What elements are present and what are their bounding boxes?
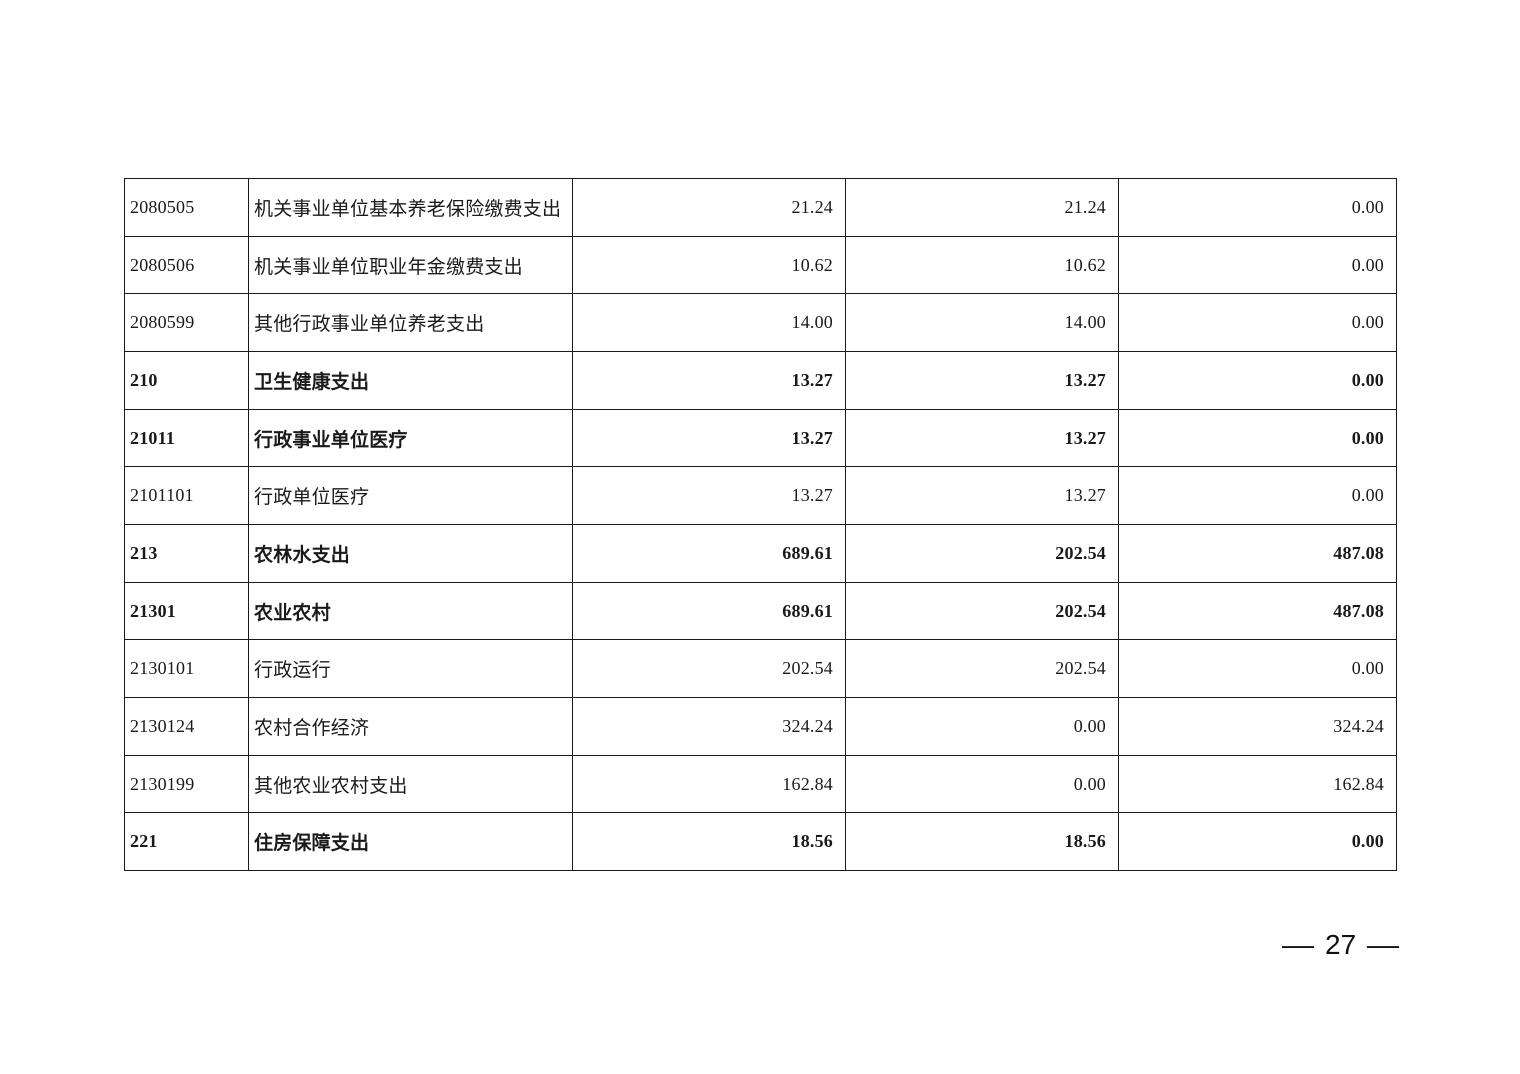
name-cell: 住房保障支出 xyxy=(249,813,573,871)
value-cell: 13.27 xyxy=(846,467,1119,525)
name-cell: 其他行政事业单位养老支出 xyxy=(249,294,573,352)
code-cell: 2130199 xyxy=(125,755,249,813)
value-cell: 689.61 xyxy=(573,582,846,640)
table-row: 2101101 行政单位医疗 13.27 13.27 0.00 xyxy=(125,467,1396,526)
value-cell: 0.00 xyxy=(1351,831,1384,852)
code-cell: 2080599 xyxy=(125,294,249,352)
value-cell: 0.00 xyxy=(846,755,1119,813)
name-cell: 行政单位医疗 xyxy=(249,467,573,525)
value-cell: 0.00 xyxy=(1351,369,1384,390)
code-cell: 2080506 xyxy=(125,236,249,294)
value-cell: 13.27 xyxy=(846,409,1119,467)
value-cell: 0.00 xyxy=(1351,254,1384,275)
value-cell: 487.08 xyxy=(1333,542,1384,563)
name-cell: 农林水支出 xyxy=(249,525,573,582)
footer-dash-left: — xyxy=(1281,929,1315,960)
table-row: 21011 行政事业单位医疗 13.27 13.27 0.00 xyxy=(125,409,1396,468)
value-cell: 0.00 xyxy=(1351,485,1384,506)
table-row: 2130101 行政运行 202.54 202.54 0.00 xyxy=(125,640,1396,699)
table-row: 213 农林水支出 689.61 202.54 487.08 xyxy=(125,525,1396,583)
code-cell: 210 xyxy=(125,352,249,409)
table-row: 2080599 其他行政事业单位养老支出 14.00 14.00 0.00 xyxy=(125,294,1396,353)
code-cell: 21011 xyxy=(125,409,249,467)
value-cell: 21.24 xyxy=(846,179,1119,236)
code-cell: 2080505 xyxy=(125,179,249,236)
value-cell: 202.54 xyxy=(573,640,846,698)
table-row: 221 住房保障支出 18.56 18.56 0.00 xyxy=(125,813,1396,871)
value-cell: 0.00 xyxy=(1351,196,1384,217)
code-cell: 2101101 xyxy=(125,467,249,525)
value-cell: 487.08 xyxy=(1333,600,1384,621)
value-cell: 324.24 xyxy=(573,698,846,755)
code-cell: 2130124 xyxy=(125,698,249,755)
value-cell: 689.61 xyxy=(573,525,846,582)
footer-dash-right: — xyxy=(1367,929,1400,960)
page-number: 27 xyxy=(1325,929,1357,960)
value-cell: 10.62 xyxy=(846,236,1119,294)
value-cell: 13.27 xyxy=(846,352,1119,409)
table-row: 2080505 机关事业单位基本养老保险缴费支出 21.24 21.24 0.00 xyxy=(125,179,1396,237)
value-cell: 202.54 xyxy=(846,640,1119,698)
code-cell: 213 xyxy=(125,525,249,582)
name-cell: 其他农业农村支出 xyxy=(249,755,573,813)
budget-table: 2080505 机关事业单位基本养老保险缴费支出 21.24 21.24 0.00 208… xyxy=(124,178,1397,871)
value-cell: 0.00 xyxy=(1351,658,1384,679)
name-cell: 行政事业单位医疗 xyxy=(249,409,573,467)
value-cell: 0.00 xyxy=(1351,427,1384,448)
table-row: 2130124 农村合作经济 324.24 0.00 324.24 xyxy=(125,698,1396,756)
value-cell: 324.24 xyxy=(1333,715,1384,736)
table-row: 2130199 其他农业农村支出 162.84 0.00 162.84 xyxy=(125,755,1396,814)
value-cell: 0.00 xyxy=(1351,312,1384,333)
value-cell: 21.24 xyxy=(573,179,846,236)
name-cell: 农村合作经济 xyxy=(249,698,573,755)
value-cell: 13.27 xyxy=(573,467,846,525)
value-cell: 13.27 xyxy=(573,352,846,409)
table-row: 210 卫生健康支出 13.27 13.27 0.00 xyxy=(125,352,1396,410)
table-row: 2080506 机关事业单位职业年金缴费支出 10.62 10.62 0.00 xyxy=(125,236,1396,295)
value-cell: 14.00 xyxy=(846,294,1119,352)
value-cell: 202.54 xyxy=(846,582,1119,640)
name-cell: 行政运行 xyxy=(249,640,573,698)
code-cell: 21301 xyxy=(125,582,249,640)
value-cell: 162.84 xyxy=(573,755,846,813)
value-cell: 10.62 xyxy=(573,236,846,294)
code-cell: 2130101 xyxy=(125,640,249,698)
page-footer: — 27 — xyxy=(1281,929,1400,961)
value-cell: 202.54 xyxy=(846,525,1119,582)
code-cell: 221 xyxy=(125,813,249,871)
name-cell: 机关事业单位职业年金缴费支出 xyxy=(249,236,573,294)
value-cell: 14.00 xyxy=(573,294,846,352)
name-cell: 卫生健康支出 xyxy=(249,352,573,409)
table-row: 21301 农业农村 689.61 202.54 487.08 xyxy=(125,582,1396,641)
value-cell: 18.56 xyxy=(846,813,1119,871)
name-cell: 机关事业单位基本养老保险缴费支出 xyxy=(249,179,573,236)
value-cell: 0.00 xyxy=(846,698,1119,755)
value-cell: 18.56 xyxy=(573,813,846,871)
value-cell: 13.27 xyxy=(573,409,846,467)
name-cell: 农业农村 xyxy=(249,582,573,640)
value-cell: 162.84 xyxy=(1333,773,1384,794)
